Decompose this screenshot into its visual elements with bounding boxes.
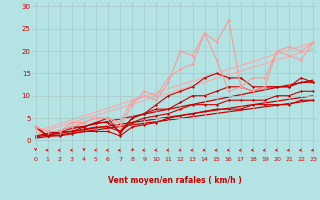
X-axis label: Vent moyen/en rafales ( km/h ): Vent moyen/en rafales ( km/h ) — [108, 176, 241, 185]
